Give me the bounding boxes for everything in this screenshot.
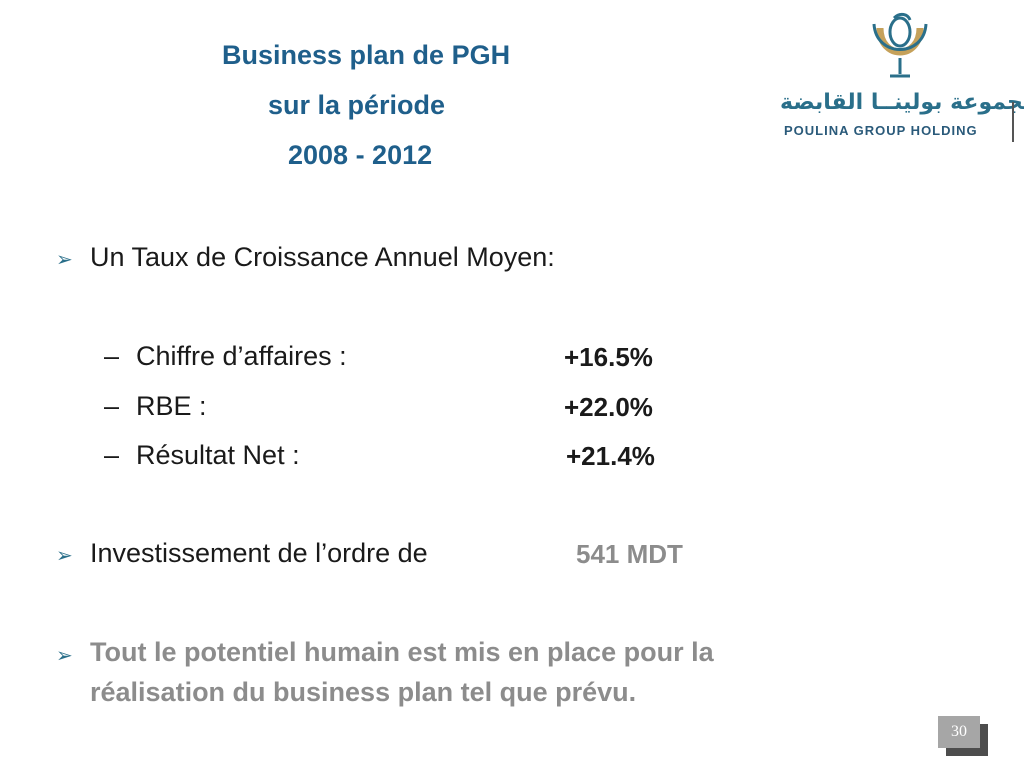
page-number: 30 [938,716,980,748]
poulina-logo-icon [872,12,928,78]
arrow-bullet-icon: ➢ [56,645,73,667]
human-potential-line-1: Tout le potentiel humain est mis en plac… [90,637,714,667]
title-line-1: Business plan de PGH [222,40,511,70]
investment-label: Investissement de l’ordre de [90,538,428,568]
logo-latin-text: POULINA GROUP HOLDING [784,123,978,138]
human-potential-line-2: réalisation du business plan tel que pré… [90,677,637,707]
arrow-bullet-icon: ➢ [56,545,73,567]
net-result-value: +21.4% [566,441,655,471]
page-number-badge: 30 [938,716,988,756]
growth-heading: Un Taux de Croissance Annuel Moyen: [90,242,555,272]
rbe-label: RBE : [136,391,207,421]
revenue-value: +16.5% [564,342,653,372]
title-line-3: 2008 - 2012 [288,140,433,170]
investment-value: 541 MDT [576,539,683,569]
logo-divider [1012,102,1014,142]
rbe-value: +22.0% [564,392,653,422]
dash-bullet: – [104,440,120,470]
net-result-label: Résultat Net : [136,440,300,470]
company-logo: مجموعة بولينــا القابضة POULINA GROUP HO… [780,10,1024,142]
title-line-2: sur la période [268,90,446,120]
dash-bullet: – [104,341,120,371]
logo-arabic-text: مجموعة بولينــا القابضة [780,90,1024,115]
dash-bullet: – [104,391,120,421]
arrow-bullet-icon: ➢ [56,249,73,271]
revenue-label: Chiffre d’affaires : [136,341,347,371]
